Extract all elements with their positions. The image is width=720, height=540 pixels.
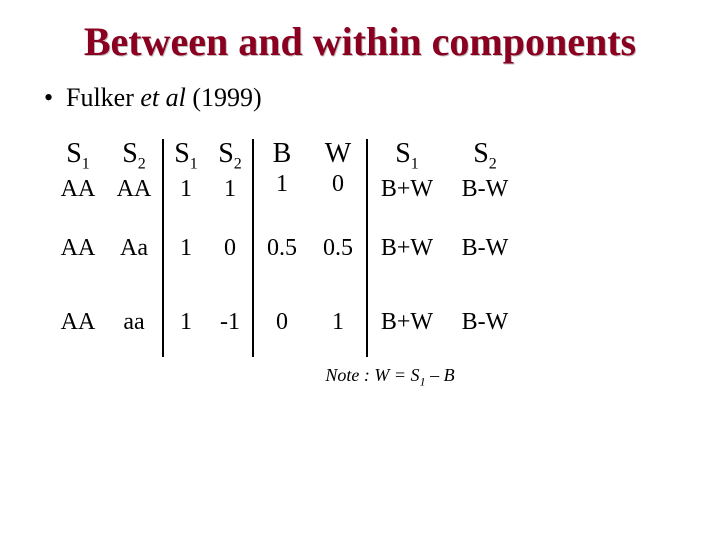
author: Fulker xyxy=(66,83,140,112)
slide-title: Between and within components xyxy=(30,18,690,65)
year: (1999) xyxy=(186,83,262,112)
et-al: et al xyxy=(140,83,186,112)
citation-bullet: •Fulker et al (1999) xyxy=(44,83,690,113)
table-row: AA aa 1 -1 0 1 B+W B-W xyxy=(50,277,524,357)
components-table: S1AA S2AA S11 S21 B1 W0 S1B+W S2B-W AA A… xyxy=(50,139,524,357)
table-row: S1AA S2AA S11 S21 B1 W0 S1B+W S2B-W xyxy=(50,139,524,203)
table-row: AA Aa 1 0 0.5 0.5 B+W B-W xyxy=(50,203,524,277)
footnote: Note : W = S1 – B xyxy=(90,365,690,390)
